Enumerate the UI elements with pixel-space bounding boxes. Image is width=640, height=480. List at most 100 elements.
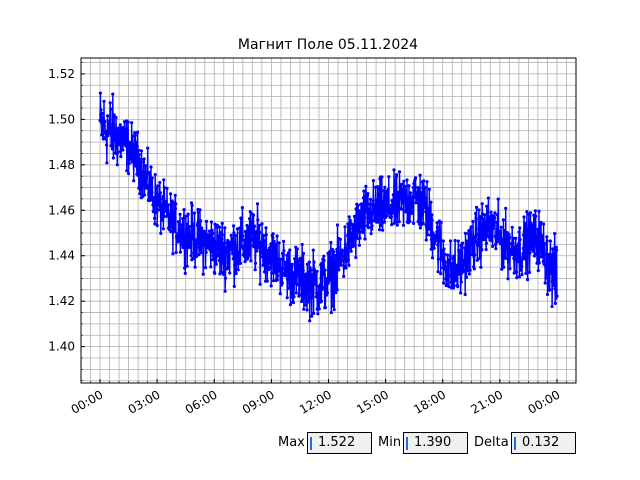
data-point xyxy=(522,215,526,219)
data-point xyxy=(369,232,373,236)
delta-field[interactable]: 0.132 xyxy=(511,432,576,454)
data-point xyxy=(281,257,285,261)
data-point xyxy=(390,223,394,227)
data-point xyxy=(242,245,246,249)
x-tick-label: 00:00 xyxy=(526,387,563,416)
data-point xyxy=(518,238,522,242)
data-point xyxy=(141,160,146,164)
data-point xyxy=(223,276,228,280)
data-point xyxy=(162,215,166,219)
data-point xyxy=(332,250,336,254)
data-point xyxy=(215,223,219,227)
data-point xyxy=(219,244,223,248)
data-point xyxy=(312,267,316,272)
data-point xyxy=(153,216,157,220)
data-point xyxy=(272,254,276,258)
data-point xyxy=(389,215,393,219)
data-point xyxy=(218,225,222,229)
data-point xyxy=(281,252,285,256)
data-point xyxy=(200,226,204,230)
data-point xyxy=(264,233,268,237)
data-point xyxy=(505,247,509,251)
data-point xyxy=(315,269,319,273)
min-field[interactable]: 1.390 xyxy=(403,432,468,454)
data-point xyxy=(219,255,223,259)
data-point xyxy=(475,205,479,209)
data-point xyxy=(127,161,131,166)
data-point xyxy=(111,156,115,160)
data-point xyxy=(504,206,508,210)
x-tick-label: 06:00 xyxy=(183,387,220,416)
data-point xyxy=(154,201,158,206)
data-point xyxy=(170,220,175,224)
data-point xyxy=(218,231,222,235)
data-point xyxy=(288,303,293,307)
data-point xyxy=(152,199,156,203)
data-point xyxy=(169,215,173,219)
data-point xyxy=(102,124,106,128)
data-point xyxy=(491,244,495,248)
data-point xyxy=(221,272,226,276)
data-point xyxy=(416,201,421,205)
data-point xyxy=(131,134,135,138)
data-point xyxy=(499,237,503,241)
data-point xyxy=(191,222,195,226)
data-point xyxy=(489,231,493,235)
data-point xyxy=(314,275,318,279)
data-point xyxy=(409,202,413,206)
data-point xyxy=(102,99,106,103)
data-point xyxy=(373,203,377,207)
data-point xyxy=(456,239,460,243)
data-point xyxy=(311,248,315,252)
data-point xyxy=(423,206,427,210)
data-point xyxy=(125,169,129,173)
data-point xyxy=(299,268,303,273)
data-point xyxy=(356,203,360,207)
data-point xyxy=(473,253,477,257)
data-point xyxy=(494,247,498,251)
x-tick-label: 00:00 xyxy=(69,387,106,416)
data-point xyxy=(407,184,411,188)
data-point xyxy=(139,149,144,153)
y-tick-label: 1.50 xyxy=(48,112,75,126)
data-point xyxy=(277,241,281,245)
data-point xyxy=(289,295,293,299)
data-point xyxy=(126,172,131,176)
data-point xyxy=(403,188,407,192)
max-field[interactable]: 1.522 xyxy=(307,432,372,454)
data-point xyxy=(374,211,378,216)
data-point xyxy=(354,207,358,211)
data-point xyxy=(199,251,203,255)
data-point xyxy=(110,147,114,151)
data-point xyxy=(238,261,243,265)
data-point xyxy=(344,255,348,259)
data-point xyxy=(146,146,150,150)
data-point xyxy=(121,148,125,152)
data-point xyxy=(459,280,463,284)
data-point xyxy=(349,249,353,253)
data-point xyxy=(193,248,197,252)
data-point xyxy=(139,157,143,161)
data-point xyxy=(487,226,491,230)
y-tick-label: 1.42 xyxy=(48,294,75,308)
data-point xyxy=(504,256,508,260)
data-point xyxy=(323,268,327,272)
data-point xyxy=(138,185,142,189)
data-point xyxy=(312,311,316,315)
data-point xyxy=(197,229,201,233)
data-point xyxy=(495,220,499,224)
data-point xyxy=(246,256,250,260)
data-point xyxy=(352,214,357,218)
data-point xyxy=(477,208,481,212)
data-point xyxy=(428,215,432,219)
data-point xyxy=(105,143,109,147)
data-point xyxy=(536,245,540,249)
data-point xyxy=(207,243,211,248)
data-point xyxy=(332,308,336,312)
data-point xyxy=(452,284,456,288)
data-point xyxy=(481,224,485,228)
data-point xyxy=(522,230,526,234)
data-point xyxy=(239,229,244,233)
data-point xyxy=(184,246,188,250)
data-series xyxy=(98,91,559,323)
